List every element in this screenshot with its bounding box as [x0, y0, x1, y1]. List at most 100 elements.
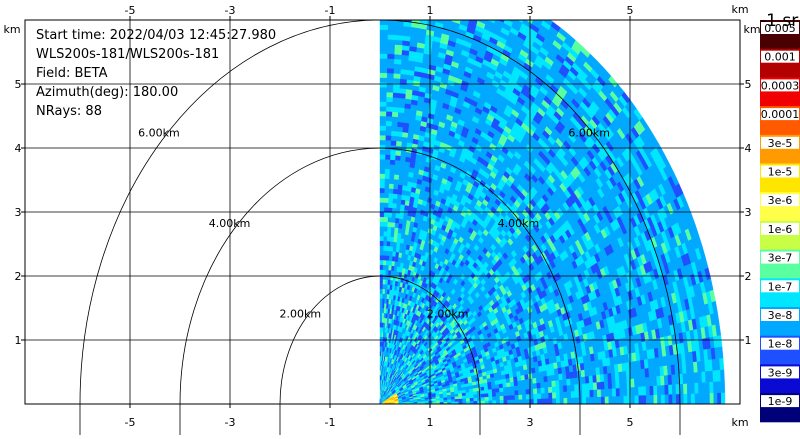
- data-cell: [380, 140, 385, 145]
- data-cell: [387, 78, 394, 83]
- data-cell: [399, 93, 406, 99]
- data-cell: [514, 385, 518, 390]
- data-cell: [391, 131, 397, 136]
- data-cell: [499, 387, 503, 392]
- data-cell: [383, 255, 386, 260]
- data-cell: [650, 386, 654, 395]
- data-cell: [385, 179, 390, 184]
- data-cell: [541, 393, 545, 399]
- data-cell: [619, 380, 623, 388]
- data-cell: [466, 395, 470, 398]
- data-cell: [623, 387, 627, 395]
- data-cell: [638, 378, 642, 387]
- data-cell: [394, 64, 401, 69]
- data-cell: [635, 387, 639, 396]
- data-cell: [620, 396, 624, 404]
- data-cell: [500, 392, 504, 396]
- data-cell: [382, 313, 384, 318]
- data-cell: [412, 8, 421, 14]
- data-cell: [383, 251, 386, 256]
- data-cell: [548, 387, 552, 393]
- data-cell: [657, 385, 661, 395]
- data-cell: [540, 376, 544, 382]
- data-cell: [394, 179, 399, 184]
- data-cell: [500, 400, 504, 404]
- data-cell: [387, 68, 394, 73]
- data-cell: [601, 389, 605, 397]
- data-cell: [556, 392, 560, 398]
- data-cell: [380, 20, 388, 25]
- data-cell: [492, 396, 496, 400]
- data-cell: [567, 385, 571, 392]
- data-cell: [560, 392, 564, 398]
- data-cell: [393, 92, 400, 97]
- data-cell: [380, 34, 388, 39]
- data-cell: [665, 385, 669, 395]
- data-cell: [492, 388, 496, 392]
- data-cell: [380, 111, 386, 116]
- data-cell: [380, 366, 381, 371]
- data-cell: [526, 394, 530, 399]
- data-cell: [387, 59, 394, 64]
- data-cell: [642, 395, 646, 404]
- data-cell: [514, 381, 518, 386]
- beta-sector-data: [380, 0, 725, 404]
- data-cell: [537, 393, 541, 399]
- data-cell: [642, 386, 646, 395]
- data-cell: [393, 184, 398, 189]
- data-cell: [485, 397, 489, 401]
- data-cell: [380, 332, 382, 337]
- data-cell: [384, 294, 387, 299]
- data-cell: [530, 399, 534, 404]
- data-cell: [586, 390, 590, 397]
- data-cell: [559, 386, 563, 392]
- data-cell: [653, 376, 657, 386]
- data-cell: [559, 379, 563, 386]
- data-cell: [638, 386, 642, 395]
- data-cell: [563, 385, 567, 392]
- data-cell: [391, 140, 397, 145]
- data-cell: [393, 78, 400, 83]
- data-cell: [631, 387, 635, 396]
- data-cell: [477, 397, 481, 401]
- data-cell: [387, 44, 394, 49]
- data-cell: [493, 400, 497, 404]
- data-cell: [380, 231, 384, 236]
- data-cell: [387, 222, 391, 227]
- data-cell: [394, 69, 401, 74]
- data-cell: [654, 395, 658, 404]
- data-cell: [380, 380, 381, 385]
- data-cell: [541, 399, 545, 405]
- data-cell: [511, 390, 515, 395]
- data-cell: [601, 381, 605, 389]
- data-cell: [380, 260, 383, 265]
- data-cell: [385, 140, 391, 145]
- data-cell: [586, 397, 590, 404]
- data-cell: [511, 400, 515, 405]
- data-cell: [537, 388, 541, 394]
- data-cell: [380, 164, 385, 169]
- data-cell: [389, 179, 394, 184]
- data-cell: [496, 396, 500, 400]
- data-cell: [380, 236, 383, 241]
- data-cell: [380, 58, 387, 63]
- data-cell: [386, 102, 392, 107]
- data-cell: [389, 174, 394, 179]
- data-cell: [388, 198, 393, 203]
- data-cell: [504, 396, 508, 400]
- data-cell: [683, 383, 687, 393]
- data-cell: [394, 174, 399, 179]
- data-cell: [589, 383, 593, 390]
- data-cell: [545, 387, 549, 393]
- data-cell: [386, 265, 389, 270]
- data-cell: [601, 397, 605, 405]
- data-cell: [571, 391, 575, 398]
- data-cell: [380, 169, 385, 174]
- data-cell: [380, 44, 387, 49]
- data-cell: [404, 12, 412, 18]
- data-cell: [380, 150, 385, 155]
- data-cell: [533, 388, 537, 394]
- data-cell: [380, 342, 381, 347]
- data-cell: [519, 399, 523, 404]
- data-cell: [392, 97, 398, 102]
